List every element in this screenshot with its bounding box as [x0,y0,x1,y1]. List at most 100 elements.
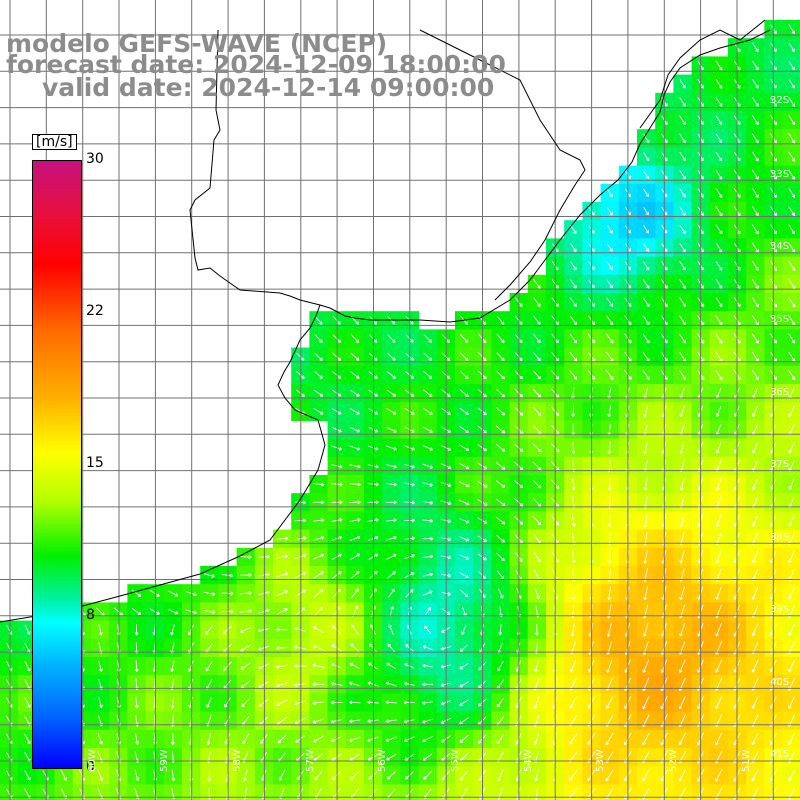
wind-arrow [679,369,687,381]
wind-arrow [751,278,759,290]
wind-arrow [386,389,397,397]
wind-arrow [239,609,252,613]
wind-arrow [277,734,287,744]
wind-arrow [788,224,796,235]
wind-arrow [788,351,796,362]
wind-arrow [221,573,234,578]
wind-arrow [605,769,614,782]
wind-arrow [459,389,469,398]
wind-arrow [606,279,613,289]
wind-arrow [715,224,723,235]
wind-arrow [423,770,433,780]
lat-label: 40S [770,677,790,688]
wind-arrow [788,587,795,600]
wind-arrow [606,188,613,198]
wind-arrow [788,333,796,344]
wind-arrow [643,170,650,180]
wind-speed-cell [782,147,800,167]
wind-arrow [788,151,796,162]
wind-arrow [423,352,433,361]
wind-arrow [715,586,722,600]
wind-arrow [679,351,687,362]
wind-arrow [606,659,613,673]
wind-arrow [715,279,723,289]
wind-arrow [715,696,723,709]
wind-arrow [679,315,686,326]
wind-arrow [312,644,325,651]
coastline [0,19,771,623]
wind-arrow [422,735,433,743]
wind-arrow [607,477,612,491]
wind-arrow [496,315,505,325]
wind-speed-cell [418,784,438,800]
wind-speed-cells [0,20,800,800]
wind-arrow [571,441,576,454]
wind-arrow [422,444,434,451]
wind-speed-cell [782,347,800,367]
wind-arrow [276,554,289,559]
wind-arrow [221,591,234,596]
wind-arrow [752,188,759,198]
lat-label: 41S [770,749,790,760]
wind-arrow [113,607,123,616]
wind-arrow [569,333,578,344]
wind-arrow [422,590,433,596]
wind-speed-cell [782,220,800,239]
wind-arrow [386,753,397,761]
wind-arrow [458,481,470,488]
wind-arrow [569,297,577,307]
wind-arrow [459,554,469,560]
wind-arrow [607,514,612,528]
colorbar-unit: [m/s] [32,134,77,150]
wind-arrow [751,315,759,326]
wind-arrow [533,696,540,709]
wind-arrow [496,352,505,362]
wind-arrow [679,623,686,637]
wind-arrow [643,441,648,454]
wind-arrow [95,607,105,616]
wind-arrow [275,664,289,669]
wind-arrow [752,169,759,180]
wind-arrow [715,133,723,144]
wind-arrow [312,500,325,505]
wind-arrow [532,479,542,489]
wind-arrow [534,587,540,600]
wind-arrow [459,407,469,415]
wind-arrow [459,444,470,451]
lat-label: 35S [770,314,790,325]
wind-arrow [569,351,578,362]
wind-arrow [751,696,759,709]
wind-arrow [422,572,434,577]
wind-arrow [643,225,650,234]
wind-arrow [242,769,248,782]
wind-arrow [134,660,139,672]
wind-arrow [422,753,433,761]
wind-arrow [679,514,685,527]
wind-arrow [276,699,288,706]
wind-arrow [241,697,250,708]
wind-arrow [569,769,578,781]
wind-arrow [643,188,650,198]
wind-arrow [569,315,577,326]
wind-arrow [715,405,722,417]
wind-arrow [314,352,323,361]
wind-arrow [459,662,469,670]
wind-arrow [170,624,175,636]
wind-arrow [350,334,360,343]
wind-arrow [715,478,722,491]
wind-arrow [24,770,31,781]
wind-arrow [98,660,103,672]
wind-arrow [571,586,576,600]
wind-arrow [496,370,505,380]
wind-arrow [643,207,649,216]
wind-arrow [679,333,687,344]
wind-arrow [350,408,360,415]
wind-arrow [643,478,648,491]
wind-arrow [422,645,433,651]
wind-speed-cell [782,74,800,94]
wind-arrow [496,534,506,543]
wind-arrow [276,608,288,615]
wind-arrow [642,622,649,637]
wind-arrow [349,482,361,487]
